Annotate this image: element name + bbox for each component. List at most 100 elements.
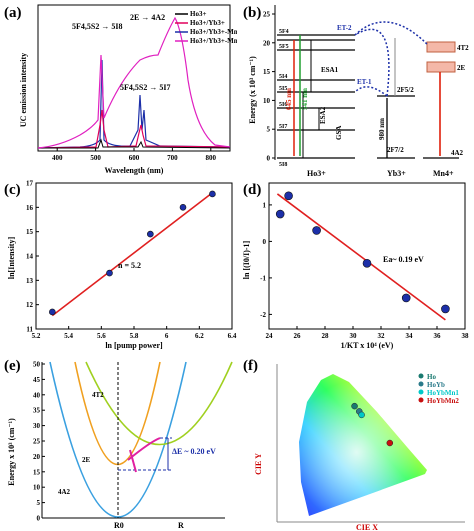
panel-c-annotation: n = 5.2 <box>118 261 141 270</box>
label-esa1: ESA1 <box>321 66 339 74</box>
svg-text:Ho3+: Ho3+ <box>190 10 206 18</box>
y-tick-label: 15 <box>263 68 271 76</box>
label-2e: 2E <box>82 456 91 464</box>
y-tick-label: 25 <box>263 11 271 19</box>
panel-a-label: (a) <box>4 5 22 21</box>
mn-2e-box <box>426 61 456 73</box>
panel-c: (c) ln[Intensity] 5.2 5.4 5.6 5.8 6 6.2 6.4 11 1… <box>4 180 237 351</box>
panel-a-legend: Ho3+ Ho3+/Yb3+ Ho3+/Yb3+-Mn4+ Ho3+/Yb3+-… <box>175 10 237 45</box>
panel-c-ylabel: ln[Intensity] <box>7 237 16 280</box>
panel-c-ticks: 5.2 5.4 5.6 5.8 6 6.2 6.4 11 12 13 14 15 16 17 <box>26 180 237 341</box>
svg-text:Ho3+/Yb3+-Mn4+: Ho3+/Yb3+-Mn4+ <box>190 37 237 45</box>
y-tick-label: 20 <box>263 39 271 47</box>
x-tick-label: 36 <box>434 332 442 340</box>
panel-b: (b) Energy (x 10³ cm⁻¹) 0 5 10 15 20 25 5I8 5… <box>243 5 469 178</box>
annot-mn: 2E → 4A2 <box>130 13 165 22</box>
panel-d-ticks: 24 26 28 30 32 34 36 38 -2 -1 0 1 <box>260 201 469 340</box>
label-645: 645 nm <box>285 88 293 110</box>
panel-f-legend: Ho HoYb HoYbMn1 HoYbMn2 <box>418 373 459 405</box>
x-tick-label: 34 <box>406 332 414 340</box>
y-tick-label: 35 <box>33 407 41 415</box>
data-point <box>362 259 372 268</box>
svg-text:5F4: 5F4 <box>279 29 289 35</box>
y-tick-label: 20 <box>33 453 41 461</box>
cie-point <box>358 411 365 419</box>
panel-f-ylabel: CIE Y <box>254 453 263 475</box>
x-tick-label: 30 <box>350 332 358 340</box>
cie-point <box>351 402 358 410</box>
svg-text:HoYb: HoYb <box>427 381 445 389</box>
data-point <box>179 204 187 211</box>
label-gsa: GSA <box>335 126 343 140</box>
panel-a: (a) UC emission intensity 400 500 600 700 80… <box>4 4 237 175</box>
y-tick-label: -2 <box>260 311 266 319</box>
label-4t2: 4T2 <box>92 391 104 399</box>
svg-text:HoYbMn2: HoYbMn2 <box>427 397 459 405</box>
svg-text:Ho: Ho <box>427 373 436 381</box>
y-tick-label: 5 <box>37 499 41 507</box>
panel-e-label: (e) <box>4 358 21 374</box>
cie-white <box>299 374 427 516</box>
et1-path <box>354 86 388 97</box>
y-tick-label: 10 <box>33 484 41 492</box>
y-tick-label: 16 <box>26 204 34 212</box>
mn-4t2-label: 4T2 <box>457 44 469 52</box>
data-point <box>147 230 154 238</box>
svg-text:5I7: 5I7 <box>279 124 287 130</box>
panel-f: (f) CIE Y Ho HoYb HoYbMn1 HoYbMn2 CIE X <box>243 358 465 531</box>
y-tick-label: 10 <box>263 97 271 105</box>
label-et1: ET-1 <box>357 78 372 86</box>
panel-c-xlabel: ln [pump power] <box>105 341 163 350</box>
spectrum-ho <box>38 138 231 149</box>
label-980: 980 nm <box>378 118 386 140</box>
ion-yb: Yb3+ <box>387 169 406 178</box>
ion-ho: Ho3+ <box>307 169 326 178</box>
fit-line <box>51 192 213 317</box>
panel-d-fit-line <box>276 193 446 321</box>
mn-2e-label: 2E <box>457 64 466 72</box>
fit-line <box>276 193 446 321</box>
panel-d-label: (d) <box>243 182 261 198</box>
et2-path <box>354 28 390 97</box>
x-tick-label: 600 <box>129 154 140 162</box>
x-tick-label: 28 <box>322 332 330 340</box>
x-tick-label: 500 <box>90 154 101 162</box>
y-tick-label: 15 <box>33 468 41 476</box>
label-541: 541 nm <box>301 88 309 110</box>
panel-a-xlabel: Wavelength (nm) <box>105 166 164 175</box>
panel-c-label: (c) <box>4 182 21 198</box>
y-tick-label: 13 <box>26 277 34 285</box>
x-tick-label: 26 <box>294 332 302 340</box>
x-tick-label: 6 <box>165 332 169 340</box>
y-tick-label: 11 <box>26 326 33 334</box>
y-tick-label: 40 <box>33 391 41 399</box>
panel-b-ylabel: Energy (x 10³ cm⁻¹) <box>248 56 257 124</box>
tick-r: R <box>178 521 184 530</box>
curve-4t2 <box>85 361 233 446</box>
relax-arrow <box>129 449 137 473</box>
x-tick-label: 5.4 <box>64 332 73 340</box>
y-tick-label: 12 <box>26 301 34 309</box>
svg-text:Ho3+/Yb3+-Mn4+: Ho3+/Yb3+-Mn4+ <box>190 28 237 36</box>
data-point <box>401 293 411 303</box>
ho-mn-transfer <box>354 21 428 45</box>
x-tick-label: 800 <box>206 154 217 162</box>
panel-d-xlabel: 1/KT x 10⁴ (eV) <box>341 341 394 350</box>
panel-f-label: (f) <box>243 358 258 374</box>
yb-ground-label: 2F7/2 <box>387 146 404 154</box>
ho-level-labels: 5I8 5I7 5I6 5I5 5I4 5F5 5F4 <box>279 29 289 168</box>
spectrum-ho-yb-mn-a <box>37 59 231 149</box>
mn-4t2-box <box>426 41 456 53</box>
data-point <box>49 308 56 316</box>
panel-d-frame <box>268 182 466 330</box>
panel-e-ylabel: Energy x 10³ (cm⁻¹) <box>7 418 16 486</box>
x-tick-label: 38 <box>462 332 470 340</box>
panel-c-points <box>49 190 216 316</box>
tick-r0: R0 <box>114 521 124 530</box>
panel-c-fit-line <box>51 192 213 317</box>
ion-mn: Mn4+ <box>433 169 454 178</box>
data-point <box>275 209 285 219</box>
panel-a-xticks: 400 500 600 700 800 <box>52 148 217 162</box>
spectrum-ho-yb-mn-b <box>37 16 231 149</box>
x-tick-label: 400 <box>52 154 63 162</box>
